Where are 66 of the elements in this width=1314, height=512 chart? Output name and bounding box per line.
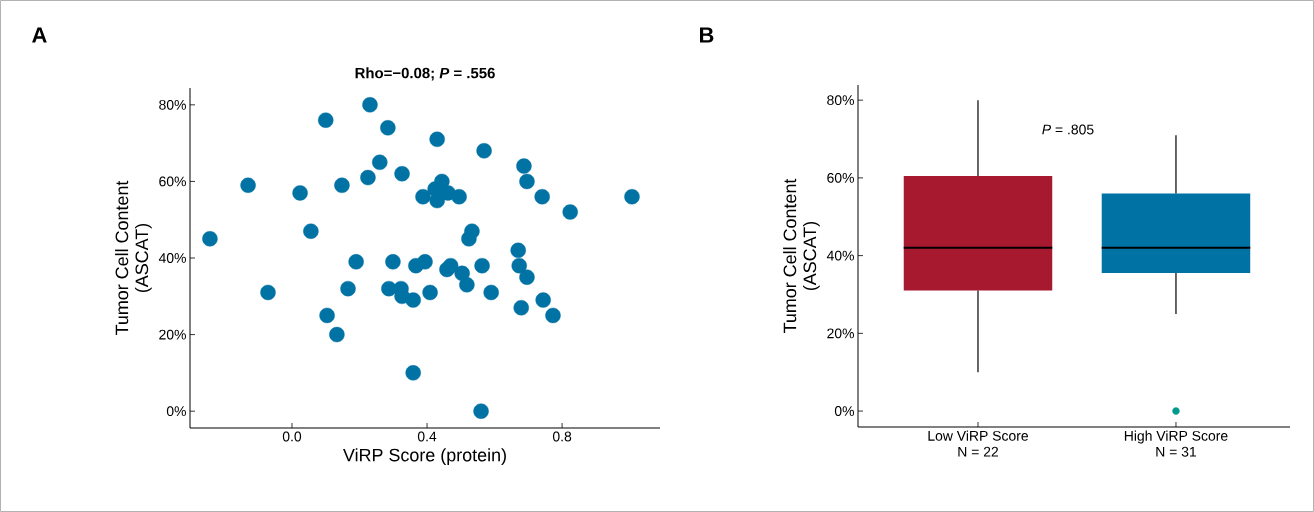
- point: [405, 365, 421, 381]
- point: [415, 189, 431, 205]
- point: [451, 189, 467, 205]
- point: [417, 254, 433, 270]
- point: [459, 277, 475, 293]
- point: [318, 112, 334, 128]
- point: [510, 242, 526, 259]
- y-tick-label: 40%: [158, 253, 186, 263]
- text: A: [32, 27, 47, 43]
- x-tick-label: Low ViRP Score N = 22: [928, 430, 1028, 457]
- point: [394, 166, 410, 182]
- point: [380, 120, 396, 136]
- point: [511, 257, 527, 274]
- point: [483, 284, 499, 301]
- point: [429, 192, 445, 209]
- point: [405, 292, 421, 308]
- point: [476, 143, 492, 159]
- x-tick-label: 0.4: [417, 431, 437, 442]
- x-axis-title: ViRP Score (protein): [343, 448, 506, 465]
- point: [535, 292, 551, 308]
- point: [429, 131, 445, 147]
- point: [340, 280, 356, 297]
- annotation: P = .805: [1042, 124, 1094, 135]
- point: [334, 177, 350, 193]
- point: [534, 189, 550, 205]
- point: [385, 254, 401, 270]
- x-tick-label: 0.8: [552, 431, 572, 442]
- y-tick-label: 40%: [826, 250, 854, 261]
- y-tick-label: 20%: [827, 328, 854, 339]
- point: [360, 169, 376, 186]
- point: [202, 231, 218, 247]
- y-tick-label: 80%: [159, 99, 186, 110]
- x-tick-label: High ViRP Score N = 31: [1124, 430, 1228, 457]
- point: [464, 223, 480, 239]
- y-tick-label: 0%: [166, 406, 186, 417]
- chart-title: Rho=−0.08; P = .556: [355, 67, 495, 81]
- point: [422, 284, 438, 301]
- point: [329, 326, 345, 343]
- y-tick-label: 60%: [159, 176, 186, 187]
- point: [519, 173, 535, 190]
- x-tick-label: 0.0: [282, 431, 302, 442]
- point: [303, 223, 319, 239]
- y-tick-label: 20%: [159, 329, 186, 340]
- point: [292, 185, 308, 201]
- point: [474, 257, 490, 274]
- point: [372, 154, 388, 170]
- point: [362, 97, 378, 113]
- point: [516, 158, 532, 174]
- point: [260, 284, 276, 301]
- y-tick-label: 60%: [827, 172, 854, 183]
- point: [434, 173, 450, 190]
- y-tick-label: 0%: [834, 406, 854, 417]
- point: [545, 307, 561, 324]
- point: [319, 307, 335, 324]
- point: [513, 300, 529, 316]
- y-axis-title: Tumor Cell Content (ASCAT): [115, 180, 152, 335]
- point: [473, 403, 489, 419]
- point: [562, 204, 578, 220]
- text: B: [700, 27, 714, 43]
- point: [624, 189, 640, 205]
- point: [348, 254, 364, 270]
- point: [240, 177, 256, 193]
- point: [519, 269, 535, 285]
- y-tick-label: 80%: [827, 95, 854, 106]
- y-axis-title: Tumor Cell Content (ASCAT): [783, 178, 820, 333]
- point: [442, 257, 459, 274]
